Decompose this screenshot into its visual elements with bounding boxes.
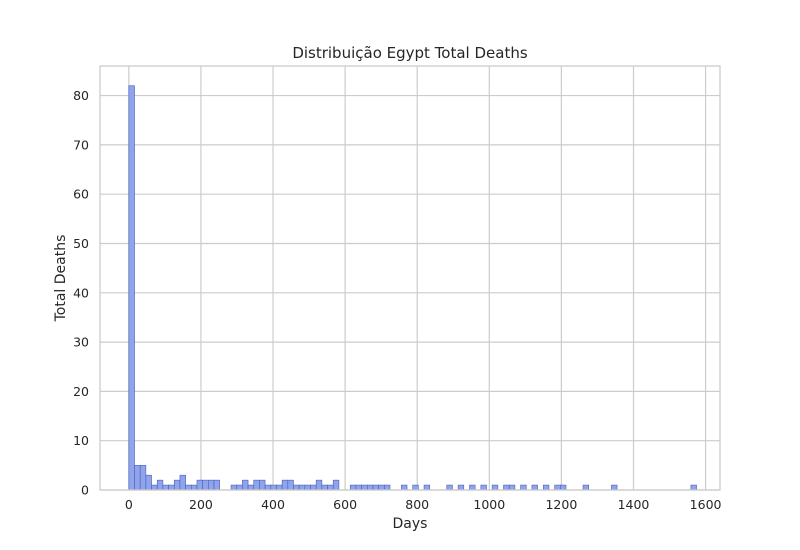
histogram-bar (491, 484, 499, 491)
histogram-bar (560, 484, 567, 491)
histogram-bar (349, 484, 357, 491)
x-axis-label: Days (393, 516, 428, 532)
histogram-bars (128, 85, 697, 491)
histogram-bar (321, 484, 328, 491)
y-tick-label: 10 (73, 433, 89, 448)
histogram-bar (185, 484, 192, 491)
x-tick-labels: 0 200 400 600 800 1000 1200 1400 1600 (125, 497, 722, 512)
histogram-bar (281, 479, 289, 491)
histogram-bar (247, 484, 255, 491)
histogram-bar (480, 484, 487, 491)
histogram-bar (208, 479, 215, 491)
x-tick-label: 1200 (545, 497, 577, 512)
y-tick-label: 50 (73, 236, 89, 251)
histogram-bar (355, 484, 362, 491)
plot-frame (99, 65, 721, 491)
x-tick-label: 600 (333, 497, 357, 512)
y-tick-label: 80 (73, 88, 89, 103)
y-tick-label: 60 (73, 187, 89, 202)
histogram-bar (287, 479, 294, 491)
histogram-bar (213, 479, 220, 491)
y-tick-label: 0 (81, 483, 89, 498)
histogram-bar (554, 484, 561, 491)
histogram-bar (366, 484, 374, 491)
y-axis-label: Total Deaths (53, 235, 69, 323)
histogram-bar (457, 484, 465, 491)
y-tick-label: 70 (73, 137, 89, 152)
histogram-bar (327, 484, 334, 491)
histogram-bar (270, 484, 277, 491)
histogram-bar (151, 484, 158, 491)
histogram-bar (310, 484, 317, 491)
histogram-bar (190, 484, 198, 491)
grid-lines (100, 66, 720, 491)
histogram-bar (520, 484, 527, 491)
histogram-bar (168, 484, 175, 491)
histogram-bar (611, 484, 618, 491)
histogram-bar (531, 484, 538, 491)
histogram-bar (293, 484, 300, 491)
histogram-bar (508, 484, 516, 491)
histogram-bar (134, 465, 141, 491)
histogram-bar (264, 484, 272, 491)
histogram-bar (361, 484, 368, 491)
y-tick-label: 20 (73, 384, 89, 399)
histogram-bar (401, 484, 408, 491)
histogram-bar (446, 484, 453, 491)
x-tick-label: 800 (405, 497, 429, 512)
histogram-bar (202, 479, 209, 491)
histogram-bar (304, 484, 311, 491)
histogram-bar (690, 484, 697, 491)
histogram-bar (145, 474, 152, 491)
histogram-bar (162, 484, 169, 491)
x-tick-label: 200 (189, 497, 213, 512)
histogram-bar (378, 484, 385, 491)
histogram-bar (230, 484, 238, 491)
histogram-bar (332, 479, 340, 491)
histogram-bar (139, 465, 147, 491)
histogram-bar (242, 479, 249, 491)
x-tick-label: 0 (125, 497, 133, 512)
histogram-bar (582, 484, 590, 491)
y-tick-labels: 0 10 20 30 40 50 60 70 80 (73, 88, 89, 497)
x-tick-label: 1000 (473, 497, 505, 512)
histogram-bar (298, 484, 306, 491)
y-tick-label: 30 (73, 335, 89, 350)
histogram-bar (236, 484, 243, 491)
histogram-bar (173, 479, 181, 491)
histogram-bar (128, 85, 135, 491)
histogram-bar (469, 484, 476, 491)
x-tick-label: 400 (261, 497, 285, 512)
histogram-bar (196, 479, 203, 491)
histogram-bar (253, 479, 260, 491)
histogram-bar (156, 479, 164, 491)
y-tick-label: 40 (73, 285, 89, 300)
histogram-bar (412, 484, 419, 491)
histogram-bar (542, 484, 550, 491)
x-tick-label: 1600 (690, 497, 722, 512)
histogram-bar (315, 479, 323, 491)
chart-title: Distribuição Egypt Total Deaths (292, 44, 528, 62)
x-tick-label: 1400 (618, 497, 650, 512)
histogram-bar (384, 484, 391, 491)
histogram-bar (503, 484, 510, 491)
histogram-bar (179, 474, 186, 491)
histogram-bar (259, 479, 266, 491)
histogram-bar (372, 484, 379, 491)
histogram-bar (423, 484, 431, 491)
histogram-bar (276, 484, 283, 491)
